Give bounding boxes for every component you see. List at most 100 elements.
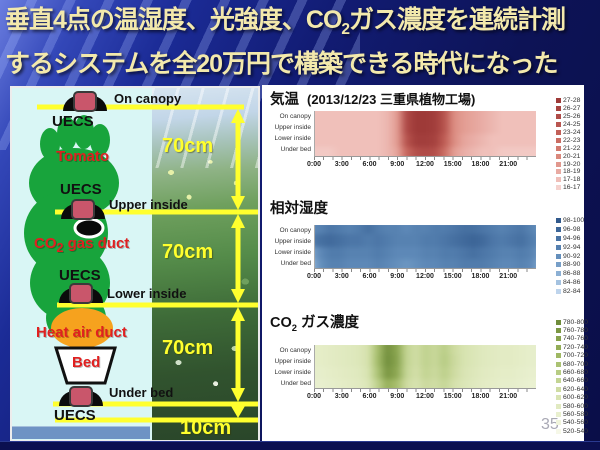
x-tick-label: 3:00 — [334, 161, 349, 168]
heatmap-row — [315, 225, 536, 234]
heatmap-row — [315, 379, 536, 388]
row-label: Under bed — [280, 146, 311, 153]
x-tick-label: 0:00 — [306, 393, 322, 400]
legend-label: 96-98 — [563, 225, 581, 233]
dimension-70cm-3: 70cm — [162, 337, 214, 359]
legend-item: 98-100 — [556, 216, 590, 225]
x-tick-label: 18:00 — [471, 161, 490, 168]
x-axis-labels: 0:00 3:00 6:00 9:00 12:00 15:00 18:00 21:00 — [307, 273, 536, 283]
legend-label: 16-17 — [563, 184, 581, 192]
uecs-label-under: UECS — [54, 407, 96, 424]
row-label: Under bed — [280, 260, 311, 267]
legend-label: 94-96 — [563, 234, 581, 242]
x-tick-label: 9:00 — [390, 161, 405, 168]
chart-title: 気温 (2013/12/23 三重県植物工場) — [270, 92, 476, 108]
x-axis-ticks — [314, 269, 536, 272]
x-tick-label: 21:00 — [499, 273, 518, 280]
row-label: On canopy — [279, 113, 311, 120]
title-line1: 垂直4点の温湿度、光強度、CO2ガス濃度を連続計測 — [5, 6, 566, 38]
row-label: Upper inside — [274, 358, 312, 365]
legend-item: 19-20 — [556, 160, 590, 168]
lower-inside-label: Lower inside — [107, 286, 187, 301]
bed-shape — [53, 346, 117, 385]
row-label: On canopy — [279, 227, 311, 234]
legend-item: 640-660 — [556, 377, 590, 385]
upper-inside-label: Upper inside — [109, 197, 188, 212]
legend-item: 520-540 — [556, 427, 590, 435]
legend-item: 540-560 — [556, 419, 590, 427]
legend-swatch — [556, 253, 561, 259]
legend-label: 26-27 — [563, 105, 581, 113]
uecs-sensor-icon — [60, 198, 106, 220]
legend-swatch — [556, 336, 561, 342]
heatmap-row — [315, 120, 536, 134]
chart-subtitle: (2013/12/23 三重県植物工場) — [307, 92, 476, 107]
legend-item: 26-27 — [556, 105, 590, 113]
legend-swatch — [556, 217, 561, 223]
legend-item: 92-94 — [556, 243, 590, 252]
y-axis-labels: On canopy Upper inside Lower inside Under b… — [262, 111, 312, 155]
legend-label: 17-18 — [563, 176, 581, 184]
legend-swatch — [556, 185, 561, 191]
legend-swatch — [556, 106, 561, 112]
legend-swatch — [556, 361, 561, 367]
legend-item: 24-25 — [556, 121, 590, 129]
legend-item: 86-88 — [556, 269, 590, 278]
legend-label: 18-19 — [563, 168, 581, 176]
legend-item: 760-780 — [556, 326, 590, 334]
y-axis-labels: On canopy Upper inside Lower inside Under b… — [262, 225, 312, 269]
legend-swatch — [556, 319, 561, 325]
legend-label: 20-21 — [563, 152, 581, 160]
legend-label: 740-760 — [563, 335, 588, 343]
legend-item: 21-22 — [556, 144, 590, 152]
uecs-label-lower: UECS — [59, 267, 101, 284]
legend-item: 680-700 — [556, 360, 590, 368]
legend-item: 600-620 — [556, 394, 590, 402]
legend-label: 21-22 — [563, 144, 581, 152]
x-tick-label: 12:00 — [416, 161, 434, 168]
legend-item: 20-21 — [556, 152, 590, 160]
legend-swatch — [556, 161, 561, 167]
legend-swatch — [556, 235, 561, 241]
legend-label: 92-94 — [563, 243, 581, 251]
legend-label: 19-20 — [563, 160, 581, 168]
legend-label: 86-88 — [563, 270, 581, 278]
legend-swatch — [556, 428, 561, 434]
heatmap-row — [315, 366, 536, 380]
bottom-band — [0, 441, 600, 450]
legend-swatch — [556, 145, 561, 151]
legend-label: 88-90 — [563, 261, 581, 269]
legend-item: 700-720 — [556, 352, 590, 360]
x-axis-labels: 0:00 3:00 6:00 9:00 12:00 15:00 18:00 21:00 — [307, 161, 536, 171]
legend-label: 23-24 — [563, 129, 581, 136]
on-canopy-label: On canopy — [114, 91, 182, 106]
uecs-sensor-icon — [62, 90, 108, 112]
legend-swatch — [556, 98, 561, 104]
legend-swatch — [556, 420, 561, 426]
under-bed-label: Under bed — [109, 385, 174, 400]
legend-item: 580-600 — [556, 402, 590, 410]
legend-label: 27-28 — [563, 97, 581, 105]
x-tick-label: 18:00 — [471, 393, 490, 400]
uecs-sensor-icon — [58, 385, 104, 407]
x-tick-label: 15:00 — [443, 393, 462, 400]
legend-label: 760-780 — [563, 327, 588, 335]
legend-swatch — [556, 137, 561, 143]
legend-item: 27-28 — [556, 97, 590, 105]
x-axis-ticks — [314, 157, 536, 160]
chart-title: CO2 ガス濃度 — [270, 315, 360, 333]
x-tick-label: 6:00 — [362, 393, 377, 400]
legend-swatch — [556, 244, 561, 250]
legend-item: 23-24 — [556, 129, 590, 137]
floor-bar — [12, 426, 150, 439]
legend-label: 22-23 — [563, 136, 581, 144]
x-tick-label: 6:00 — [362, 161, 377, 168]
uecs-label-upper: UECS — [60, 181, 102, 198]
sensor-body-icon — [73, 91, 97, 112]
legend-label: 90-92 — [563, 252, 581, 260]
x-tick-label: 9:00 — [390, 273, 405, 280]
heatmap-plot — [314, 345, 536, 389]
legend-item: 16-17 — [556, 184, 590, 192]
legend-swatch — [556, 169, 561, 175]
